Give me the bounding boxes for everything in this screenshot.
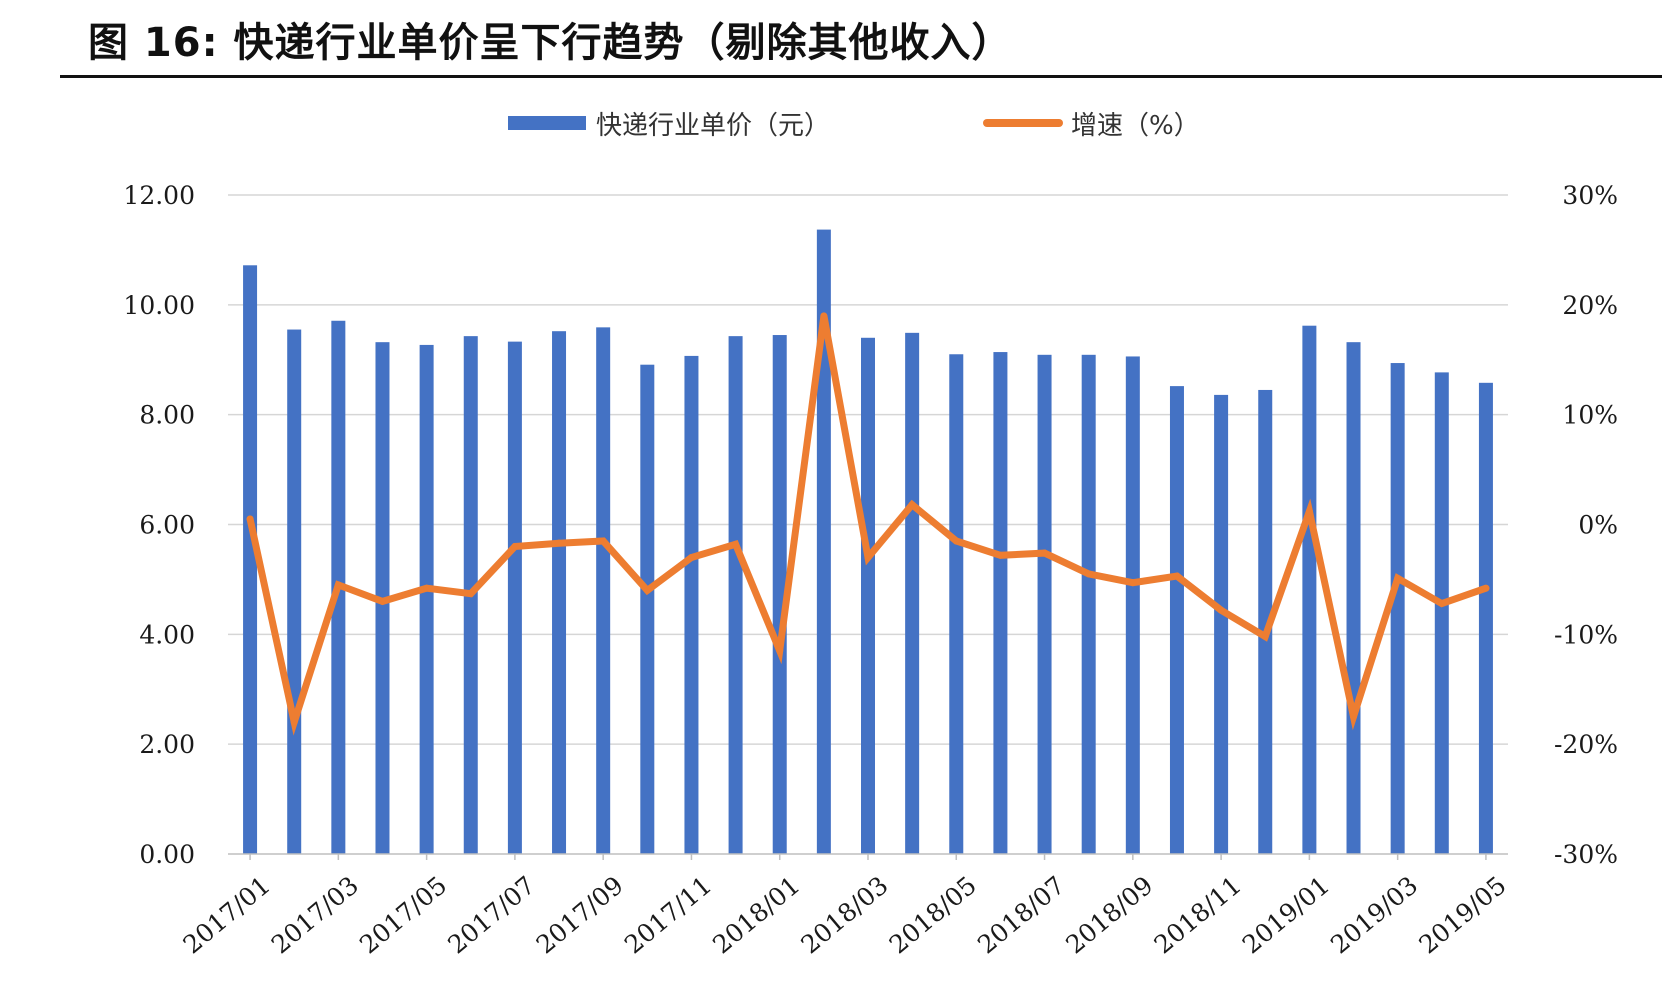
price-bar: [287, 329, 302, 854]
growth-point: [555, 539, 563, 547]
x-tick-label: 2019/03: [1325, 870, 1423, 959]
growth-point: [1129, 579, 1137, 587]
x-tick-label: 2019/01: [1237, 870, 1335, 959]
y-right-tick-label: 0%: [1578, 511, 1618, 540]
price-bar: [1346, 342, 1361, 854]
y-right-tick-label: -20%: [1554, 730, 1618, 759]
y-left-tick-label: 6.00: [139, 511, 195, 540]
growth-point: [378, 597, 386, 605]
growth-point: [1482, 584, 1490, 592]
growth-point: [952, 537, 960, 545]
growth-point: [1173, 572, 1181, 580]
price-bar: [1434, 372, 1449, 854]
growth-point: [996, 551, 1004, 559]
price-bar: [772, 335, 787, 855]
growth-point: [864, 553, 872, 561]
growth-point: [334, 581, 342, 589]
price-bar: [861, 337, 875, 854]
price-bar: [596, 327, 611, 855]
y-right-tick-label: -10%: [1554, 620, 1618, 649]
growth-point: [599, 537, 607, 545]
legend-label-price: 快递行业单价（元）: [596, 110, 831, 141]
price-bar: [1169, 386, 1184, 854]
price-bar: [1037, 354, 1052, 854]
price-bar: [1258, 389, 1273, 854]
growth-point: [776, 647, 784, 655]
growth-point: [1261, 633, 1269, 641]
y-left-tick-label: 10.00: [123, 291, 195, 320]
legend-bar-swatch: [508, 116, 586, 130]
title-underline: [60, 75, 1662, 78]
price-bar: [1125, 356, 1140, 854]
price-bar: [1081, 354, 1096, 854]
x-tick-label: 2017/03: [266, 870, 364, 959]
x-tick-label: 2017/11: [619, 870, 717, 959]
x-tick-label: 2017/05: [354, 870, 452, 959]
growth-point: [1305, 507, 1313, 515]
growth-point: [1438, 600, 1446, 608]
legend-line-swatch: [983, 119, 1063, 127]
y-right-tick-label: 30%: [1562, 181, 1618, 210]
x-tick-label: 2018/03: [795, 870, 893, 959]
y-right-tick-label: 20%: [1562, 291, 1618, 320]
x-tick-label: 2019/05: [1413, 870, 1511, 959]
price-bar: [640, 364, 655, 854]
legend-label-growth: 增速（%）: [1071, 110, 1200, 141]
x-tick-label: 2017/07: [442, 870, 540, 959]
growth-point: [246, 515, 254, 523]
y-left-tick-label: 8.00: [139, 401, 195, 430]
growth-point: [687, 553, 695, 561]
growth-point: [732, 540, 740, 548]
price-bar: [1390, 363, 1405, 854]
y-left-tick-label: 0.00: [139, 840, 195, 869]
price-bar: [816, 229, 831, 854]
price-bar: [507, 341, 522, 854]
price-bar: [243, 265, 258, 854]
y-right-tick-label: 10%: [1562, 401, 1618, 430]
line-series: [246, 312, 1490, 736]
growth-point: [1350, 713, 1358, 721]
price-bar: [993, 352, 1008, 854]
price-bar: [1214, 394, 1229, 854]
growth-point: [1217, 606, 1225, 614]
x-tick-label: 2018/07: [972, 870, 1070, 959]
y-left-tick-label: 4.00: [139, 620, 195, 649]
growth-point: [290, 718, 298, 726]
x-tick-label: 2018/05: [884, 870, 982, 959]
price-bar: [728, 336, 743, 854]
y-left-tick-label: 12.00: [123, 181, 195, 210]
x-tick-label: 2018/11: [1149, 870, 1247, 959]
chart-legend: 快递行业单价（元） 增速（%）: [0, 98, 1662, 148]
growth-point: [467, 590, 475, 598]
x-tick-label: 2018/01: [707, 870, 805, 959]
growth-point: [643, 586, 651, 594]
price-bar: [552, 331, 567, 854]
growth-point: [423, 584, 431, 592]
x-tick-label: 2017/09: [531, 870, 629, 959]
growth-point: [1041, 549, 1049, 557]
price-bar: [905, 332, 920, 854]
price-bar: [949, 354, 964, 854]
legend-item-price: 快递行业单价（元）: [508, 98, 830, 148]
x-tick-label: 2018/09: [1060, 870, 1158, 959]
y-right-tick-label: -30%: [1554, 840, 1618, 869]
growth-point: [1085, 570, 1093, 578]
legend-item-growth: 增速（%）: [983, 98, 1200, 148]
price-bar: [1478, 382, 1493, 854]
figure-title: 图 16: 快递行业单价呈下行趋势（剔除其他收入）: [88, 20, 1013, 66]
growth-point: [820, 312, 828, 320]
price-bar: [1302, 325, 1317, 854]
bar-series: [243, 229, 1493, 855]
x-tick-label: 2017/01: [178, 870, 276, 959]
price-bar: [684, 355, 699, 854]
y-left-tick-label: 2.00: [139, 730, 195, 759]
growth-point: [1394, 574, 1402, 582]
figure-header: 图 16: 快递行业单价呈下行趋势（剔除其他收入）: [0, 0, 1662, 80]
growth-point: [908, 501, 916, 509]
price-bar: [419, 344, 434, 854]
growth-point: [511, 542, 519, 550]
